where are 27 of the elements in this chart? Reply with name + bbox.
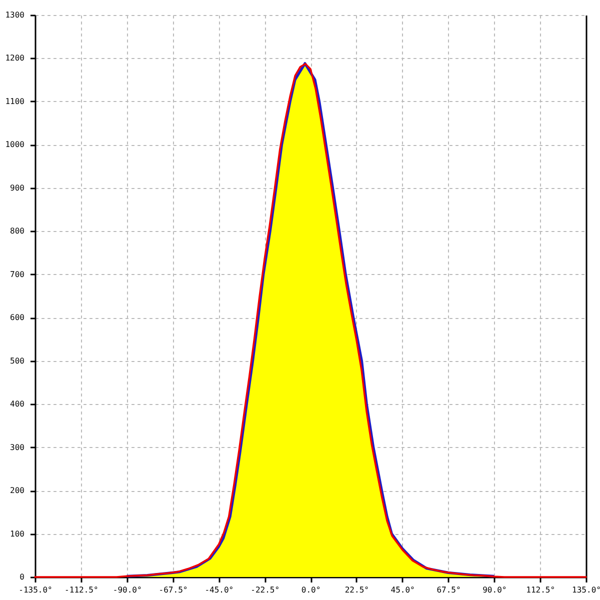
- y-tick-label: 700: [10, 270, 25, 279]
- y-tick-label: 200: [10, 486, 25, 496]
- y-tick-label: 500: [10, 356, 25, 366]
- y-tick-label: 100: [10, 529, 25, 538]
- y-tick-label: 900: [10, 183, 25, 192]
- y-tick-label: 600: [10, 313, 25, 322]
- x-tick-label: -112.5°: [64, 586, 98, 594]
- x-tick-label: -67.5°: [158, 586, 188, 594]
- y-tick-label: 0: [20, 572, 25, 582]
- x-tick-label: -45.0°: [204, 586, 234, 594]
- x-tick-label: -135.0°: [18, 586, 52, 594]
- y-tick-label: 1100: [5, 96, 25, 106]
- x-tick-label: -22.5°: [250, 586, 280, 594]
- x-tick-label: 45.0°: [390, 586, 415, 594]
- x-tick-label: 0.0°: [301, 586, 321, 594]
- y-tick-label: 1200: [5, 54, 25, 63]
- x-tick-label: 135.0°: [572, 586, 600, 594]
- y-tick-label: 300: [10, 442, 25, 452]
- x-tick-label: 90.0°: [482, 586, 507, 594]
- x-tick-label: 112.5°: [526, 586, 556, 594]
- y-tick-label: 1300: [5, 10, 25, 20]
- x-tick-label: 67.5°: [436, 586, 461, 594]
- y-tick-label: 400: [10, 400, 25, 409]
- y-tick-label: 800: [10, 226, 25, 236]
- y-tick-label: 1000: [5, 140, 25, 150]
- x-tick-label: 22.5°: [344, 586, 369, 594]
- x-tick-label: -90.0°: [112, 586, 142, 594]
